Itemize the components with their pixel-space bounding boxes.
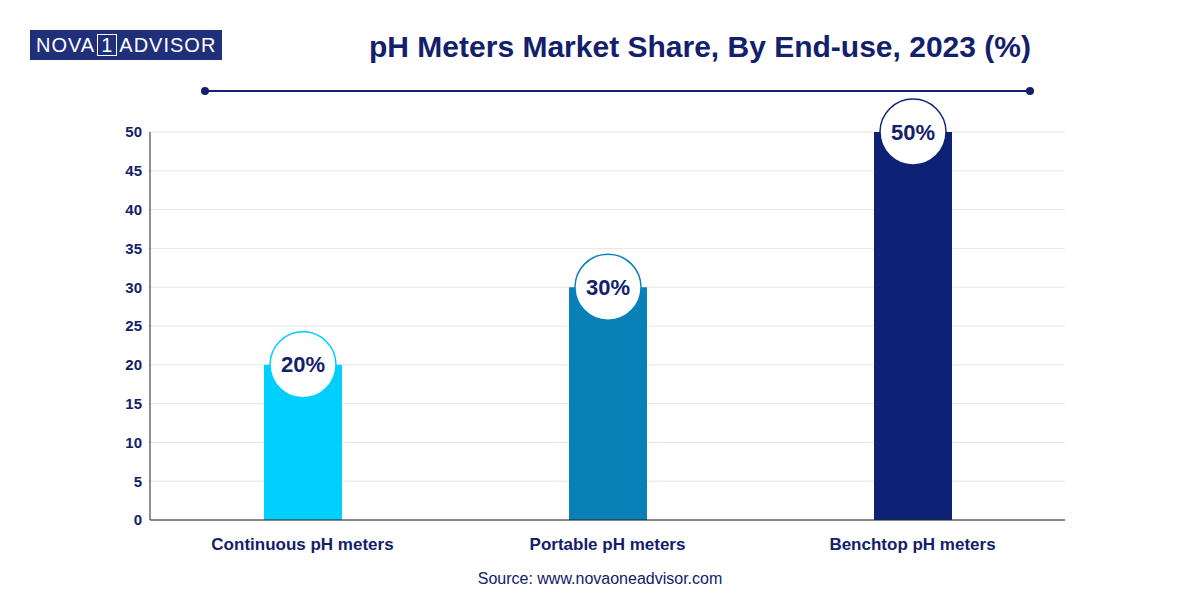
svg-text:10: 10 (125, 434, 142, 451)
svg-text:40: 40 (125, 201, 142, 218)
svg-text:20%: 20% (281, 352, 325, 377)
svg-text:0: 0 (134, 511, 142, 528)
svg-text:Continuous pH meters: Continuous pH meters (211, 535, 393, 554)
svg-text:5: 5 (134, 473, 142, 490)
svg-text:35: 35 (125, 240, 142, 257)
svg-text:25: 25 (125, 317, 142, 334)
svg-text:50: 50 (125, 123, 142, 140)
svg-text:30: 30 (125, 279, 142, 296)
svg-text:15: 15 (125, 395, 142, 412)
html-text:NOVA 1 ADVISOR: NOVA 1 ADVISOR (36, 33, 217, 56)
html-text:pH Meters Market Share, By End: pH Meters Market Share, By End-use, 2023… (369, 30, 1031, 63)
svg-text:45: 45 (125, 162, 142, 179)
svg-text:20: 20 (125, 356, 142, 373)
svg-text:Benchtop pH meters: Benchtop pH meters (829, 535, 995, 554)
html-text:Source: www.novaoneadvisor.com: Source: www.novaoneadvisor.com (477, 570, 723, 587)
svg-text:Portable pH meters: Portable pH meters (530, 535, 686, 554)
svg-text:50%: 50% (891, 120, 935, 145)
svg-text:30%: 30% (586, 275, 630, 300)
